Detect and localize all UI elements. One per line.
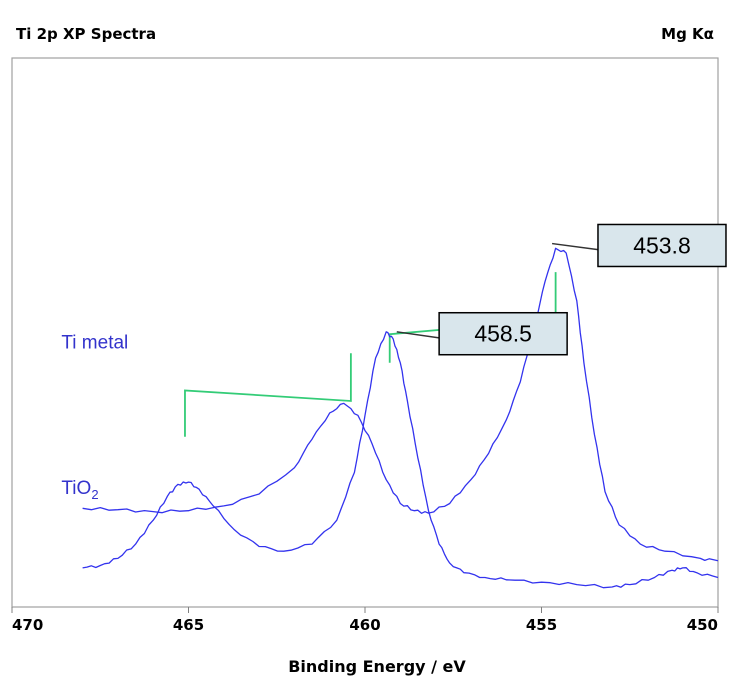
chart-header-right: Mg Kα: [661, 25, 714, 43]
series-line-0: [82, 247, 719, 562]
series-label-subscript-1: 2: [91, 487, 98, 502]
x-axis-label: Binding Energy / eV: [288, 657, 466, 676]
chart-header-left: Ti 2p XP Spectra: [16, 25, 156, 43]
series-line-1: [82, 331, 719, 589]
plot-area: [11, 57, 719, 608]
x-tick-label-2: 460: [349, 616, 380, 634]
annotation-leader-0: [551, 242, 599, 251]
series-label-0: Ti metal: [61, 333, 128, 354]
annotation-label-1: 458.5: [474, 321, 532, 347]
x-tick-label-4: 450: [687, 616, 718, 634]
annotation-leader-1: [396, 331, 440, 339]
peak-marker-0: [184, 353, 352, 437]
x-tick-label-1: 465: [173, 616, 204, 634]
x-tick-label-3: 455: [526, 616, 557, 634]
annotation-box-0: [597, 223, 727, 268]
annotation-box-1: [438, 311, 568, 356]
x-tick-label-0: 470: [12, 616, 43, 634]
annotation-label-0: 453.8: [633, 232, 691, 258]
